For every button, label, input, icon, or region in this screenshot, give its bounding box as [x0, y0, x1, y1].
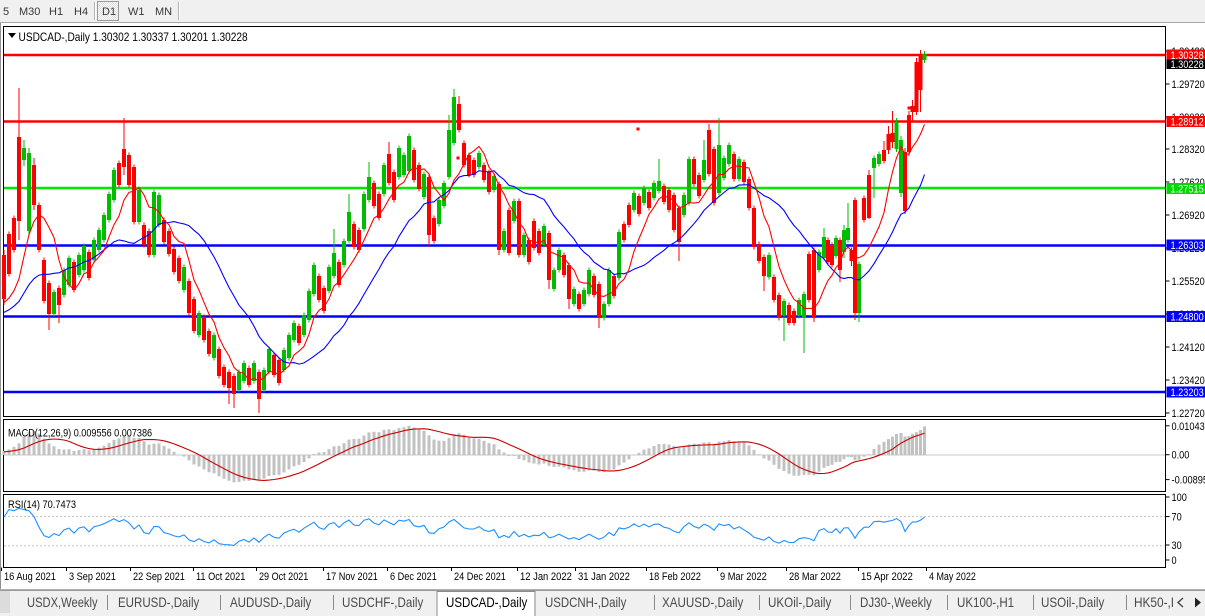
svg-text:100: 100 — [1172, 492, 1187, 504]
svg-text:HK50-,I: HK50-,I — [1134, 594, 1174, 610]
svg-text:17 Nov 2021: 17 Nov 2021 — [326, 571, 378, 583]
svg-text:1.27515: 1.27515 — [1171, 184, 1204, 196]
svg-text:4 May 2022: 4 May 2022 — [929, 571, 976, 583]
svg-text:1.24120: 1.24120 — [1172, 342, 1205, 354]
svg-text:15 Apr 2022: 15 Apr 2022 — [861, 571, 913, 583]
svg-text:0: 0 — [1172, 555, 1177, 567]
svg-text:UKOil-,Daily: UKOil-,Daily — [768, 594, 831, 610]
svg-text:EURUSD-,Daily: EURUSD-,Daily — [118, 594, 199, 610]
svg-text:MN: MN — [155, 6, 172, 18]
svg-text:AUDUSD-,Daily: AUDUSD-,Daily — [230, 594, 311, 610]
svg-text:1.29720: 1.29720 — [1172, 79, 1205, 91]
svg-text:1.30228: 1.30228 — [1171, 59, 1204, 71]
svg-text:USDX,Weekly: USDX,Weekly — [27, 594, 98, 610]
svg-text:USDCAD-,Daily: USDCAD-,Daily — [446, 594, 527, 610]
svg-text:H1: H1 — [49, 6, 63, 18]
svg-text:D1: D1 — [102, 6, 116, 18]
svg-text:H4: H4 — [74, 6, 88, 18]
svg-text:28 Mar 2022: 28 Mar 2022 — [789, 571, 841, 583]
svg-text:1.26920: 1.26920 — [1172, 210, 1205, 222]
svg-text:1.26303: 1.26303 — [1171, 240, 1204, 252]
svg-text:1.23203: 1.23203 — [1171, 387, 1204, 399]
svg-text:RSI(14) 70.7473: RSI(14) 70.7473 — [8, 499, 76, 511]
svg-text:DJ30-,Weekly: DJ30-,Weekly — [860, 594, 932, 610]
svg-text:5: 5 — [3, 6, 9, 18]
svg-text:0.010438: 0.010438 — [1172, 421, 1205, 433]
svg-text:18 Feb 2022: 18 Feb 2022 — [649, 571, 701, 583]
svg-text:1.30328: 1.30328 — [1171, 50, 1204, 62]
svg-text:USDCHF-,Daily: USDCHF-,Daily — [342, 594, 423, 610]
svg-text:30: 30 — [1172, 540, 1182, 552]
svg-text:XAUUSD-,Daily: XAUUSD-,Daily — [662, 594, 743, 610]
svg-text:70: 70 — [1172, 512, 1182, 524]
svg-text:MACD(12,26,9) 0.009556 0.00738: MACD(12,26,9) 0.009556 0.007386 — [8, 428, 152, 440]
svg-text:11 Oct 2021: 11 Oct 2021 — [196, 571, 245, 583]
svg-text:1.28912: 1.28912 — [1171, 117, 1204, 129]
svg-text:W1: W1 — [128, 6, 145, 18]
svg-text:USDCNH-,Daily: USDCNH-,Daily — [545, 594, 626, 610]
svg-text:6 Dec 2021: 6 Dec 2021 — [390, 571, 437, 583]
svg-text:22 Sep 2021: 22 Sep 2021 — [133, 571, 185, 583]
svg-text:24 Dec 2021: 24 Dec 2021 — [454, 571, 506, 583]
svg-text:1.23420: 1.23420 — [1172, 375, 1205, 387]
svg-text:1.25520: 1.25520 — [1172, 276, 1205, 288]
svg-text:9 Mar 2022: 9 Mar 2022 — [720, 571, 767, 583]
svg-text:31 Jan 2022: 31 Jan 2022 — [578, 571, 630, 583]
svg-text:3 Sep 2021: 3 Sep 2021 — [69, 571, 116, 583]
svg-text:12 Jan 2022: 12 Jan 2022 — [520, 571, 572, 583]
svg-text:-0.00895: -0.00895 — [1172, 475, 1205, 487]
svg-text:0.00: 0.00 — [1172, 450, 1190, 462]
svg-text:M30: M30 — [19, 6, 40, 18]
svg-text:1.28320: 1.28320 — [1172, 144, 1205, 156]
svg-text:USOil-,Daily: USOil-,Daily — [1041, 594, 1104, 610]
svg-text:16 Aug 2021: 16 Aug 2021 — [4, 571, 56, 583]
svg-text:1.24800: 1.24800 — [1171, 312, 1204, 324]
svg-text:29 Oct 2021: 29 Oct 2021 — [259, 571, 308, 583]
svg-text:UK100-,H1: UK100-,H1 — [957, 594, 1014, 610]
svg-text:USDCAD-,Daily 1.30302 1.30337: USDCAD-,Daily 1.30302 1.30337 1.30201 1.… — [19, 30, 248, 44]
svg-text:1.22720: 1.22720 — [1172, 408, 1205, 420]
